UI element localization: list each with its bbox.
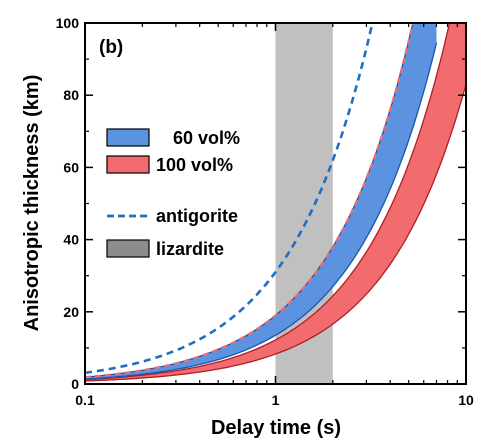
panel-label: (b) [99,37,123,58]
y-tick-label: 80 [63,87,79,103]
legend-label-60vol: 60 vol% [173,128,240,148]
x-tick-label: 0.1 [75,392,95,408]
legend-label-antigorite: antigorite [156,206,238,226]
y-tick-label: 20 [63,304,79,320]
legend-label-100vol: 100 vol% [156,155,233,175]
antigorite-line [85,25,373,375]
y-tick-label: 0 [71,376,79,392]
x-tick-label: 10 [458,392,474,408]
y-axis-title: Anisotropic thickness (km) [21,75,43,332]
legend-swatch-100vol [106,155,150,174]
y-tick-label: 60 [63,159,79,175]
x-tick-label: 1 [272,392,280,408]
legend-swatch-lizardite [106,239,150,258]
legend: 60 vol% 100 vol% antigorite lizardite [106,128,240,259]
legend-label-lizardite: lizardite [156,239,224,259]
y-tick-label: 40 [63,232,79,248]
y-tick-label: 100 [56,15,80,31]
x-axis-title: Delay time (s) [211,417,341,439]
legend-swatch-60vol [106,128,150,147]
band-lower-edge-60vol [85,42,438,380]
band-60vol [85,23,437,380]
band-upper-edge-100vol [85,23,451,381]
band-lower-edge-100vol [85,84,466,382]
band-upper-edge-overlay-60vol [85,23,415,379]
